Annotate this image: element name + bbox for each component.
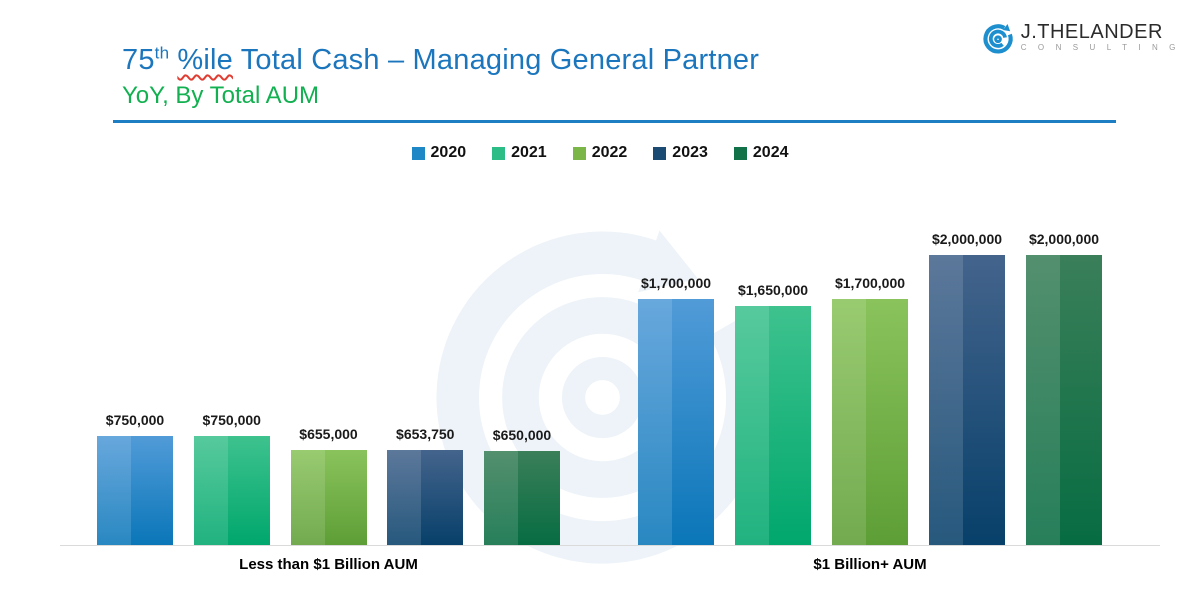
bar-value-label: $1,700,000 bbox=[834, 274, 906, 291]
bar-value-label: $1,650,000 bbox=[737, 281, 809, 298]
bar-value-label: $750,000 bbox=[202, 412, 261, 429]
category-label: $1 Billion+ AUM bbox=[813, 556, 927, 573]
bar-2021-1bplus: $1,650,000 bbox=[735, 282, 811, 545]
bar-group-less-than-1b: $750,000 $750,000 $655,000 $653,750 $650,000 bbox=[97, 255, 560, 545]
legend-item-2024: 2024 bbox=[733, 144, 789, 162]
legend-swatch-icon bbox=[653, 146, 667, 160]
bar-2022-lt1b: $655,000 bbox=[290, 426, 367, 545]
bar-2021-lt1b: $750,000 bbox=[193, 412, 270, 545]
bar-2022-1bplus: $1,700,000 bbox=[832, 275, 908, 545]
bar-value-label: $1,700,000 bbox=[640, 274, 712, 291]
legend-item-2021: 2021 bbox=[492, 144, 547, 162]
bar-group-1b-plus: $1,700,000 $1,650,000 $1,700,000 $2,000,000… bbox=[638, 231, 1102, 545]
bar-2020-1bplus: $1,700,000 bbox=[638, 275, 714, 545]
legend-swatch-icon bbox=[411, 146, 425, 160]
legend-label: 2021 bbox=[511, 144, 547, 161]
legend-swatch-icon bbox=[492, 146, 506, 160]
title-superscript: th bbox=[154, 43, 170, 63]
bar-2024-1bplus: $2,000,000 bbox=[1026, 231, 1102, 545]
bar-2023-lt1b: $653,750 bbox=[387, 426, 464, 545]
category-label: Less than $1 Billion AUM bbox=[239, 556, 418, 573]
legend-swatch-icon bbox=[572, 146, 586, 160]
bar-2024-lt1b: $650,000 bbox=[484, 427, 560, 545]
page-subtitle: YoY, By Total AUM bbox=[122, 82, 320, 109]
legend-label: 2024 bbox=[752, 144, 789, 161]
bar-2020-lt1b: $750,000 bbox=[97, 412, 173, 545]
x-axis-line bbox=[60, 545, 1160, 546]
bar-value-label: $653,750 bbox=[396, 426, 455, 443]
bar-value-label: $2,000,000 bbox=[1028, 231, 1100, 247]
legend-item-2023: 2023 bbox=[653, 144, 708, 162]
bar-value-label: $650,000 bbox=[492, 426, 552, 443]
logo-name: J.THELANDER bbox=[1020, 21, 1163, 43]
spiral-arrow-icon bbox=[983, 24, 1013, 54]
bar-2023-1bplus: $2,000,000 bbox=[929, 231, 1005, 545]
company-logo: J.THELANDER C O N S U L T I N G bbox=[980, 17, 1180, 57]
chart-legend: 2020 2021 2022 2023 2024 bbox=[0, 144, 1200, 162]
legend-label: 2020 bbox=[430, 144, 467, 161]
legend-swatch-icon bbox=[733, 146, 747, 160]
title-divider bbox=[113, 120, 1116, 123]
bar-value-label: $655,000 bbox=[299, 426, 358, 442]
logo-tagline: C O N S U L T I N G bbox=[1020, 43, 1180, 52]
title-block: 75th %ile Total Cash – Managing General P… bbox=[122, 44, 759, 110]
bar-value-label: $750,000 bbox=[105, 412, 165, 429]
legend-label: 2022 bbox=[591, 144, 628, 161]
bar-value-label: $2,000,000 bbox=[931, 231, 1003, 247]
legend-label: 2023 bbox=[672, 144, 708, 161]
legend-item-2022: 2022 bbox=[572, 144, 628, 162]
page-title: 75th %ile Total Cash – Managing General P… bbox=[122, 43, 760, 76]
legend-item-2020: 2020 bbox=[411, 144, 467, 162]
title-squiggle-word: %ile bbox=[177, 44, 233, 76]
